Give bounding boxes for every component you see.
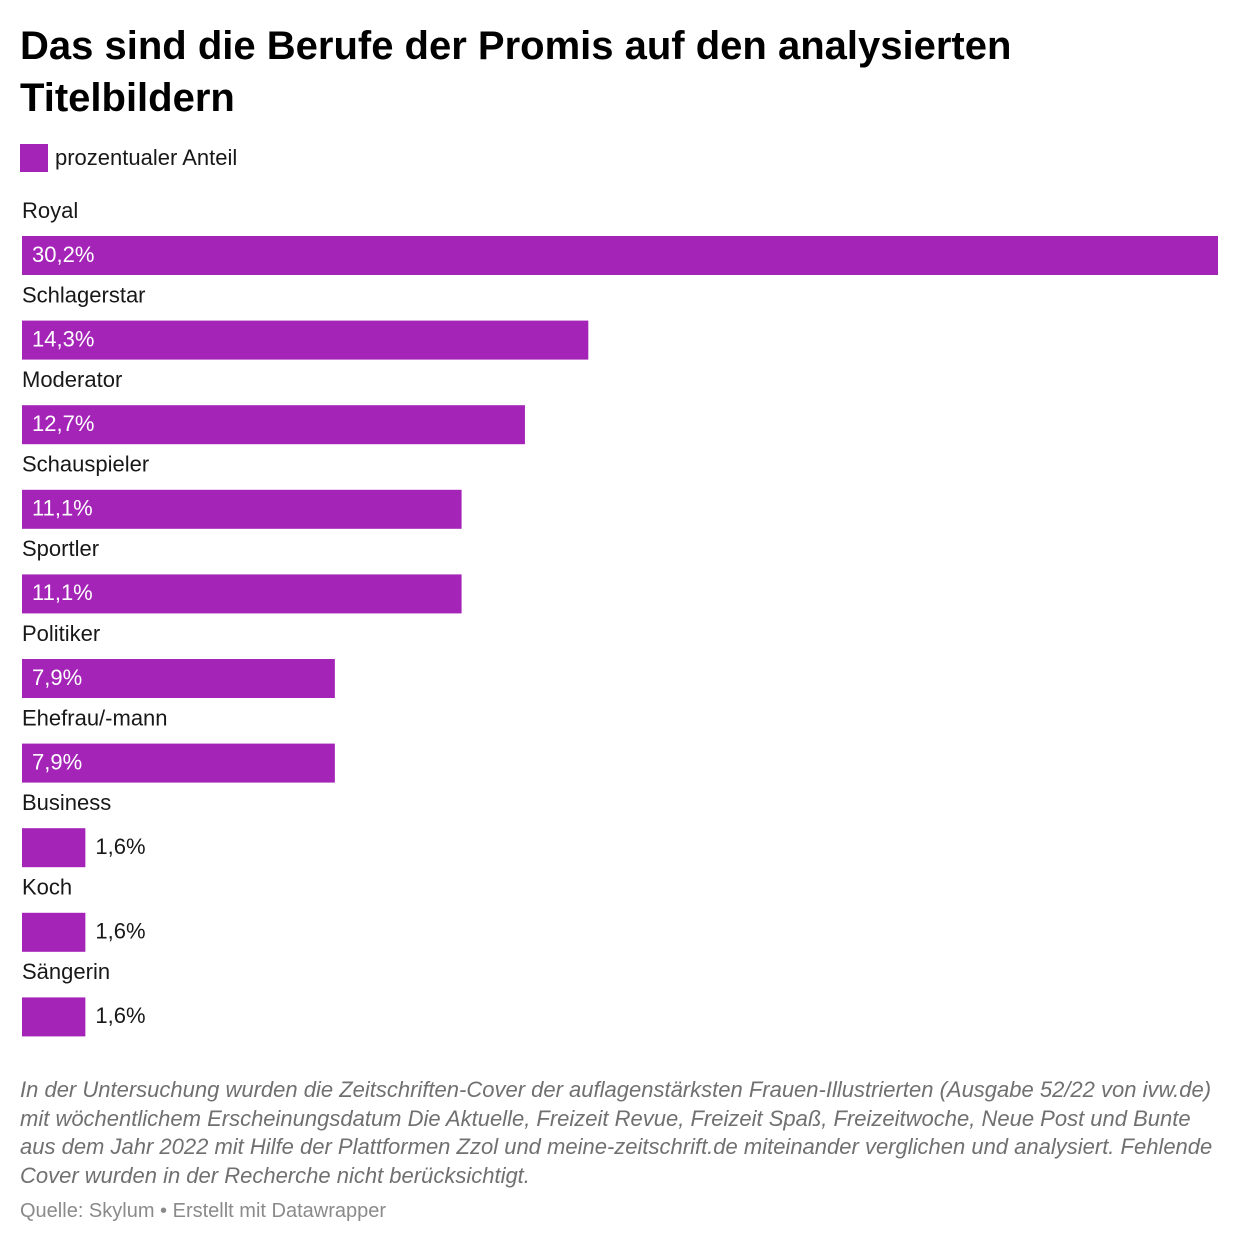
bar <box>22 405 525 445</box>
category-label: Business <box>22 790 111 815</box>
chart-title: Das sind die Berufe der Promis auf den a… <box>20 24 1012 120</box>
bar <box>22 743 335 783</box>
category-label: Koch <box>22 875 72 900</box>
legend: prozentualer Anteil <box>20 144 237 172</box>
category-label: Schauspieler <box>22 452 149 477</box>
category-label: Sängerin <box>22 959 110 984</box>
category-label: Royal <box>22 198 78 223</box>
bar <box>22 912 86 952</box>
value-label: 12,7% <box>32 411 94 436</box>
category-label: Ehefrau/-mann <box>22 705 168 730</box>
value-label: 14,3% <box>32 326 94 351</box>
value-label: 11,1% <box>32 496 93 521</box>
legend-swatch <box>20 144 48 172</box>
value-label: 1,6% <box>95 834 145 859</box>
bar <box>22 574 462 614</box>
bar <box>22 236 1218 275</box>
category-label: Schlagerstar <box>22 282 146 307</box>
category-label: Sportler <box>22 536 99 561</box>
bar <box>22 659 335 698</box>
notes: In der Untersuchung wurden die Zeitschri… <box>20 1077 1213 1188</box>
legend-label: prozentualer Anteil <box>55 145 238 170</box>
value-label: 7,9% <box>32 665 82 690</box>
source: Quelle: Skylum • Erstellt mit Datawrappe… <box>20 1200 387 1222</box>
bar <box>22 828 86 868</box>
chart: Royal 30,2% Schlagerstar 14,3% Moderator 12,7… <box>22 198 1218 1037</box>
value-label: 30,2% <box>32 242 94 267</box>
value-label: 7,9% <box>32 749 82 774</box>
bar <box>22 489 462 529</box>
value-label: 1,6% <box>95 1003 145 1028</box>
bar <box>22 320 589 360</box>
category-label: Moderator <box>22 367 122 392</box>
value-label: 1,6% <box>95 919 145 944</box>
value-label: 11,1% <box>32 580 93 605</box>
category-label: Politiker <box>22 621 100 646</box>
bar <box>22 997 86 1037</box>
